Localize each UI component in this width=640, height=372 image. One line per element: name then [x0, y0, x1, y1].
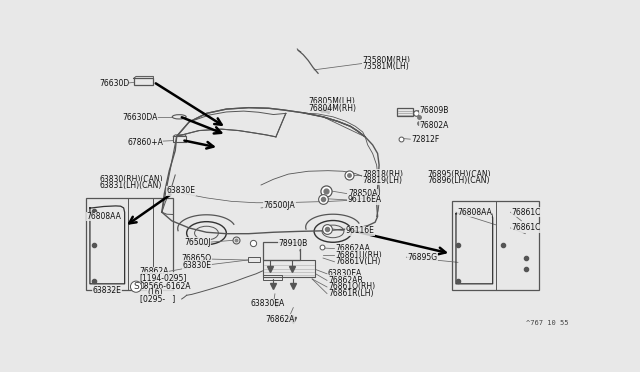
Text: S: S [133, 282, 139, 291]
Bar [397, 108, 413, 116]
Text: 76804M(RH): 76804M(RH) [308, 104, 356, 113]
Text: 76895G: 76895G [408, 253, 438, 262]
Text: 76862AB: 76862AB [328, 276, 362, 285]
Text: 76896(LH)(CAN): 76896(LH)(CAN) [428, 176, 490, 185]
Text: 76861C: 76861C [511, 208, 541, 217]
Text: 76630D: 76630D [99, 79, 129, 88]
Bar [262, 275, 282, 279]
Text: 96116EA: 96116EA [348, 195, 382, 204]
Bar [262, 260, 315, 277]
Text: 76809B: 76809B [420, 106, 449, 115]
Text: 76630DA: 76630DA [122, 113, 157, 122]
Text: 76861C: 76861C [511, 224, 541, 232]
Text: 76500JA: 76500JA [264, 201, 295, 209]
Text: 73580M(RH): 73580M(RH) [363, 56, 411, 65]
Text: 78850A: 78850A [348, 189, 377, 198]
Text: 76805M(LH): 76805M(LH) [308, 97, 355, 106]
Text: [0295-   ]: [0295- ] [140, 295, 175, 304]
Text: 08566-6162A: 08566-6162A [140, 282, 191, 291]
Text: 63830EA: 63830EA [328, 269, 362, 278]
Text: 76895(RH)(CAN): 76895(RH)(CAN) [428, 170, 491, 179]
Text: 96116E: 96116E [346, 226, 374, 235]
Text: 76861U(RH): 76861U(RH) [335, 251, 382, 260]
Bar [262, 242, 300, 260]
Text: [1194-0295]: [1194-0295] [140, 273, 187, 282]
Text: 63831(LH)(CAN): 63831(LH)(CAN) [100, 181, 162, 190]
Bar [86, 198, 173, 289]
Text: 76861R(LH): 76861R(LH) [328, 289, 374, 298]
Bar [248, 257, 260, 262]
Text: 67860+A: 67860+A [127, 138, 163, 147]
Text: 76862A: 76862A [265, 315, 294, 324]
Text: 76862A: 76862A [140, 267, 169, 276]
Text: 76802A: 76802A [420, 121, 449, 130]
Text: 63830(RH)(CAN): 63830(RH)(CAN) [100, 175, 163, 184]
Text: 78910B: 78910B [278, 239, 308, 248]
Text: 63832E: 63832E [92, 286, 121, 295]
Text: 76861V(LH): 76861V(LH) [335, 257, 381, 266]
Text: 78819(LH): 78819(LH) [363, 176, 403, 185]
Text: 72812F: 72812F [412, 135, 440, 144]
Text: 76865Q: 76865Q [182, 254, 212, 263]
Text: 73581M(LH): 73581M(LH) [363, 62, 410, 71]
Text: ^767 10 55: ^767 10 55 [526, 320, 568, 326]
Text: 78818(RH): 78818(RH) [363, 170, 404, 179]
Text: 76808AA: 76808AA [457, 208, 492, 217]
Bar [173, 136, 186, 142]
Text: 76862AA: 76862AA [335, 244, 371, 253]
Text: 63830E: 63830E [167, 186, 196, 195]
Text: 63830EA: 63830EA [250, 299, 284, 308]
Text: 76861Q(RH): 76861Q(RH) [328, 282, 375, 292]
Text: 76500J: 76500J [184, 238, 211, 247]
Bar [134, 78, 154, 85]
Text: (16): (16) [147, 288, 163, 298]
Text: 63830E: 63830E [182, 261, 212, 270]
Text: 76808AA: 76808AA [86, 212, 121, 221]
Bar [452, 201, 539, 289]
